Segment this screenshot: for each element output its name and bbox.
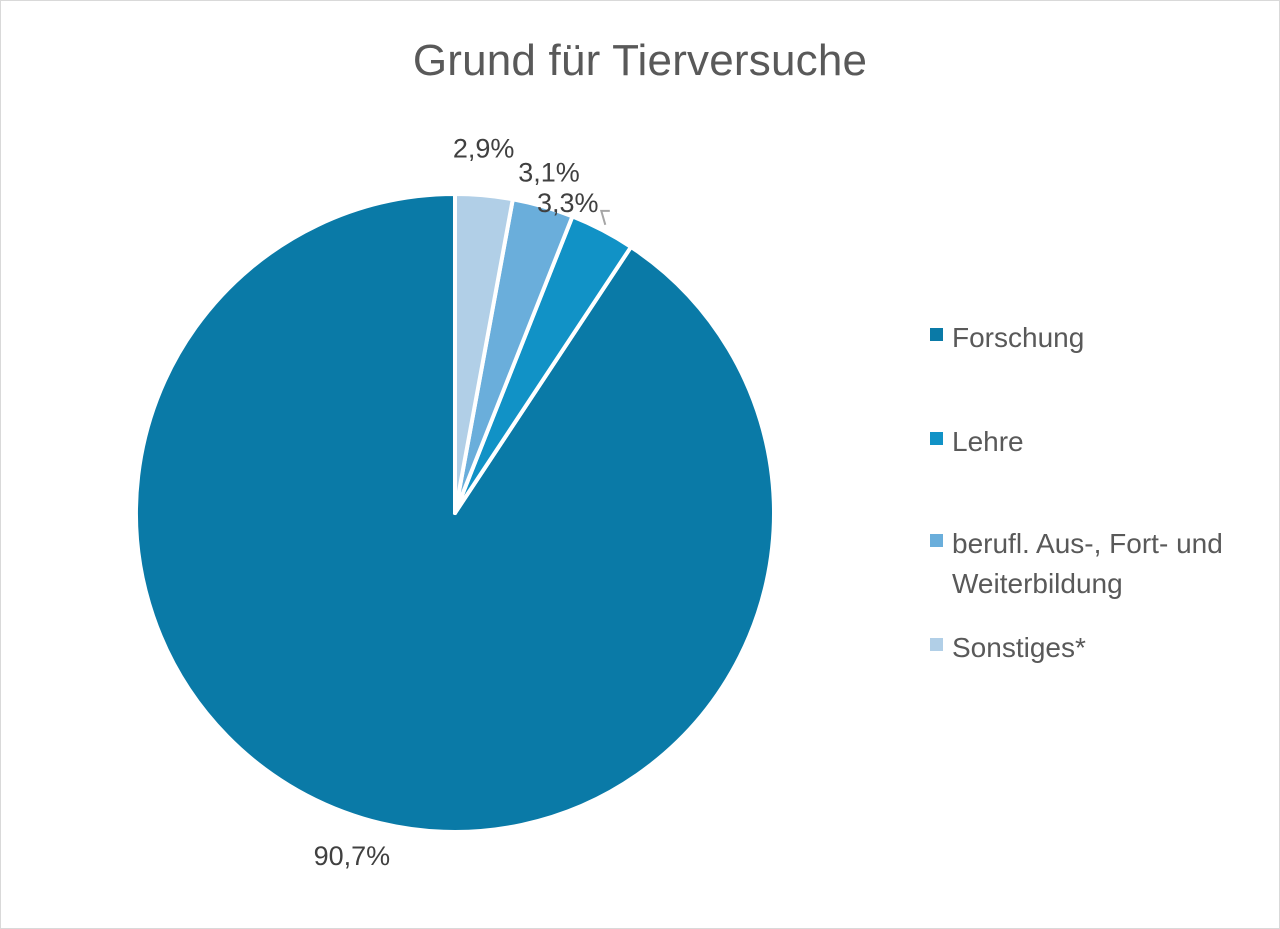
data-label-3: 2,9%: [453, 134, 515, 164]
legend-label: Sonstiges*: [952, 632, 1086, 663]
legend-swatch: [930, 638, 943, 651]
pie-slices: [134, 192, 776, 834]
legend-label: Forschung: [952, 322, 1085, 353]
legend-swatch: [930, 432, 943, 445]
data-label-0: 90,7%: [314, 841, 391, 871]
data-labels: 90,7% 3,3%3,1%2,9%: [314, 134, 599, 871]
data-label-1: 3,3%: [537, 188, 599, 218]
chart-title: Grund für Tierversuche: [412, 36, 868, 85]
leader-lines: [599, 209, 610, 226]
leader-line-1: [599, 209, 610, 226]
legend-swatch: [930, 534, 943, 547]
pie-slice-3[interactable]: [453, 192, 515, 515]
legend-label: berufl. Aus-, Fort- und Weiterbildung: [952, 528, 1223, 599]
legend-label: Lehre: [952, 426, 1024, 457]
data-label-2: 3,1%: [518, 158, 580, 188]
legend-swatch: [930, 328, 943, 341]
